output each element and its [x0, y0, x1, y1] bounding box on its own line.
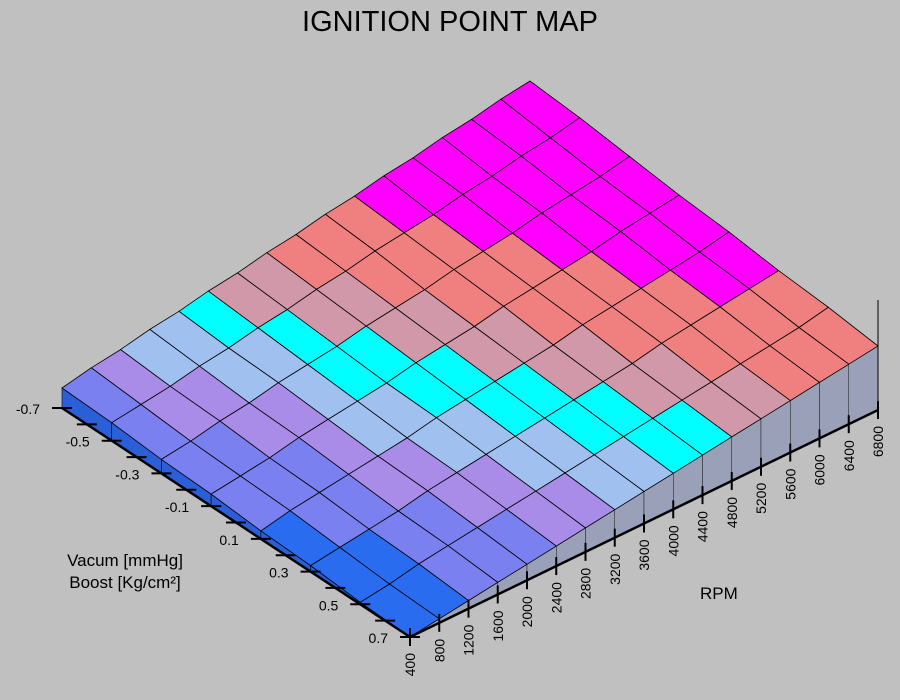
- boost-tick-label: -0.7: [16, 401, 40, 417]
- rpm-tick-label: 1200: [461, 624, 477, 655]
- rpm-tick-label: 2800: [578, 568, 594, 599]
- chart-title: IGNITION POINT MAP: [302, 6, 598, 38]
- rpm-axis-label: RPM: [700, 584, 738, 603]
- boost-tick-label: 0.5: [319, 597, 339, 613]
- rpm-tick-label: 6800: [870, 426, 886, 457]
- rpm-tick-label: 5200: [753, 483, 769, 514]
- boost-tick-label: -0.1: [165, 499, 189, 515]
- boost-tick-label: -0.5: [66, 434, 90, 450]
- rpm-tick-label: 4800: [724, 497, 740, 528]
- rpm-tick-label: 3600: [636, 539, 652, 570]
- rpm-tick-label: 400: [402, 653, 418, 677]
- rpm-tick-label: 1600: [490, 610, 506, 641]
- rpm-tick-label: 4000: [665, 525, 681, 556]
- boost-axis-label-line1: Vacum [mmHg]: [67, 551, 183, 570]
- boost-tick-label: -0.3: [115, 466, 139, 482]
- rpm-tick-label: 2400: [548, 582, 564, 613]
- boost-axis-label-line2: Boost [Kg/cm²]: [69, 573, 181, 592]
- rpm-tick-label: 4400: [695, 511, 711, 542]
- boost-tick-label: 0.1: [219, 532, 239, 548]
- boost-tick-label: 0.7: [369, 630, 389, 646]
- boost-tick-label: 0.3: [269, 565, 289, 581]
- rpm-tick-label: 3200: [607, 553, 623, 584]
- rpm-tick-label: 6000: [812, 454, 828, 485]
- rpm-tick-label: 5600: [782, 468, 798, 499]
- boost-axis-label: Vacum [mmHg] Boost [Kg/cm²]: [50, 550, 200, 594]
- rpm-tick-label: 2000: [519, 596, 535, 627]
- rpm-tick-label: 800: [431, 639, 447, 663]
- rpm-tick-label: 6400: [841, 440, 857, 471]
